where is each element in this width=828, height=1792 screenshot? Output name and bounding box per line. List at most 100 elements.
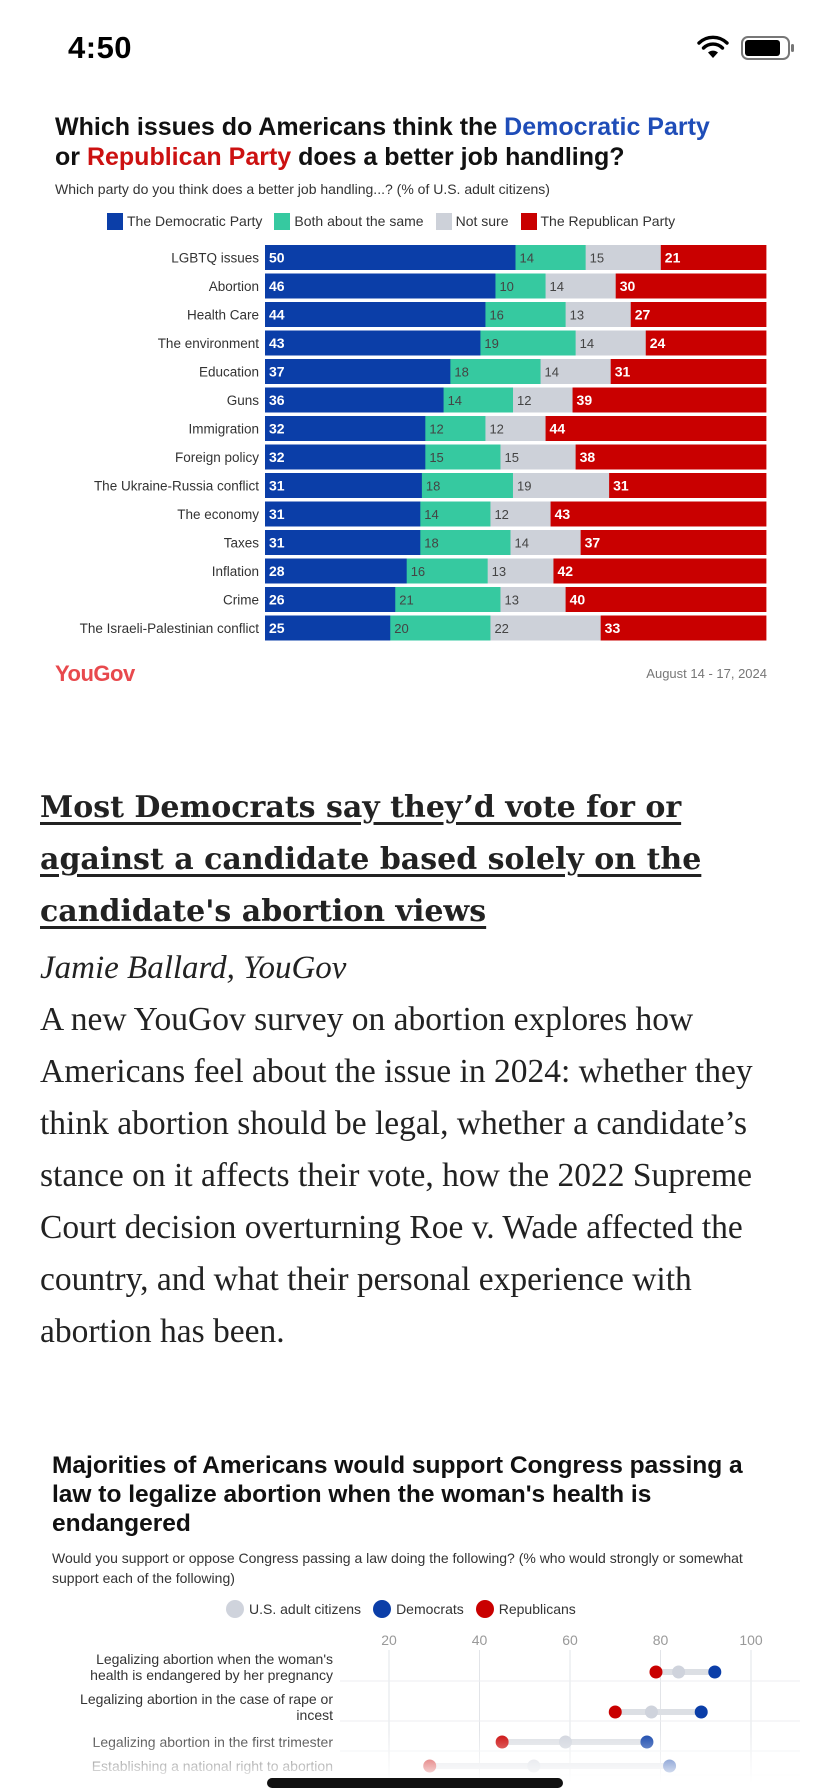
bar-rep-immigration	[545, 416, 767, 441]
category-label-education: Education	[199, 365, 259, 380]
bar-same-taxes	[420, 530, 511, 555]
value-label-same-abortion: 10	[499, 279, 513, 294]
value-label-notsure-taxes: 14	[514, 536, 528, 551]
value-label-same-health-care: 16	[489, 308, 503, 323]
article-body: A new YouGov survey on abortion explores…	[40, 1001, 753, 1350]
value-label-notsure-the-israeli-palestinian-conflict: 22	[494, 621, 508, 636]
value-label-notsure-inflation: 13	[492, 564, 506, 579]
bar-rep-the-economy	[550, 501, 767, 527]
value-label-notsure-foreign-policy: 15	[504, 450, 518, 465]
dot-republicans-establishing-a-national-right-to-abortion	[423, 1759, 437, 1773]
bar-rep-lgbtq-issues	[660, 245, 767, 270]
battery-icon	[741, 36, 794, 60]
value-label-same-immigration: 12	[429, 422, 443, 437]
x-tick-80: 80	[653, 1632, 669, 1648]
legend-democrats: Democrats	[373, 1600, 464, 1618]
bar-same-the-ukraine-russia-conflict	[421, 473, 514, 498]
bar-same-crime	[395, 587, 501, 612]
value-label-rep-inflation: 42	[557, 563, 573, 579]
value-label-dem-health-care: 44	[269, 307, 285, 323]
bar-dem-immigration	[265, 416, 426, 441]
value-label-dem-immigration: 32	[269, 421, 285, 437]
value-label-rep-education: 31	[615, 364, 631, 380]
bar-notsure-guns	[513, 387, 573, 413]
value-label-dem-the-ukraine-russia-conflict: 31	[269, 478, 285, 494]
row-label-legalizing-abortion-in-the-first-trimester-0: Legalizing abortion in the first trimest…	[93, 1734, 334, 1750]
bar-rep-the-israeli-palestinian-conflict	[600, 615, 767, 641]
chart2-title: Majorities of Americans would support Co…	[52, 1452, 743, 1537]
category-label-the-israeli-palestinian-conflict: The Israeli-Palestinian conflict	[80, 621, 260, 636]
value-label-same-taxes: 18	[424, 536, 438, 551]
bar-same-foreign-policy	[425, 444, 501, 470]
bar-rep-the-environment	[645, 330, 767, 356]
value-label-rep-guns: 39	[577, 392, 593, 408]
dot-republicans-legalizing-abortion-in-the-first-trimester	[495, 1735, 509, 1749]
dot-democrats-legalizing-abortion-when-the-woman-s-health-is-endangered-by-her-pregnancy	[708, 1665, 722, 1679]
chart2-dots: 20 40 60 80 100 Legalizing abortion when the …	[80, 1632, 800, 1792]
bar-dem-education	[265, 359, 451, 384]
value-label-dem-abortion: 46	[269, 278, 285, 294]
bar-same-education	[450, 359, 541, 384]
category-label-taxes: Taxes	[224, 536, 260, 551]
value-label-dem-foreign-policy: 32	[269, 449, 285, 465]
value-label-dem-the-israeli-palestinian-conflict: 25	[269, 620, 285, 636]
value-label-dem-guns: 36	[269, 392, 285, 408]
category-label-health-care: Health Care	[187, 308, 259, 323]
x-tick-60: 60	[562, 1632, 578, 1648]
home-indicator[interactable]	[267, 1778, 563, 1788]
value-label-notsure-education: 14	[545, 365, 559, 380]
category-label-lgbtq-issues: LGBTQ issues	[171, 251, 259, 266]
bar-rep-guns	[572, 387, 767, 413]
row-label-legalizing-abortion-when-the-woman-s-health-is-endangered-by-her-pregnancy-1: health is endangered by her pregnancy	[90, 1667, 333, 1683]
dot-us-adults-establishing-a-national-right-to-abortion	[527, 1759, 541, 1773]
dot-democrats-establishing-a-national-right-to-abortion	[663, 1759, 677, 1773]
value-label-same-the-israeli-palestinian-conflict: 20	[394, 621, 408, 636]
legend-both-same: Both about the same	[274, 212, 424, 230]
article-headline-link[interactable]: Most Democrats say they’d vote for or ag…	[40, 790, 702, 929]
bar-same-guns	[443, 387, 514, 413]
value-label-notsure-abortion: 14	[550, 279, 564, 294]
bar-notsure-inflation	[487, 558, 554, 584]
category-label-the-environment: The environment	[158, 336, 260, 351]
value-label-same-guns: 14	[448, 393, 462, 408]
category-label-abortion: Abortion	[209, 279, 259, 294]
bar-same-the-israeli-palestinian-conflict	[390, 615, 491, 641]
category-label-the-economy: The economy	[177, 507, 259, 522]
value-label-rep-the-economy: 43	[555, 506, 571, 522]
bar-rep-abortion	[615, 273, 767, 299]
bar-notsure-the-ukraine-russia-conflict	[512, 473, 610, 498]
bar-dem-health-care	[265, 302, 486, 327]
yougov-logo: YouGov	[55, 661, 135, 686]
bar-notsure-crime	[500, 587, 566, 612]
x-tick-20: 20	[381, 1632, 397, 1648]
chart1-legend: The Democratic Party Both about the same…	[107, 211, 687, 231]
category-label-the-ukraine-russia-conflict: The Ukraine-Russia conflict	[94, 479, 259, 494]
bar-dem-the-environment	[265, 330, 481, 356]
value-label-same-foreign-policy: 15	[429, 450, 443, 465]
value-label-notsure-the-environment: 14	[580, 336, 594, 351]
bar-dem-inflation	[265, 558, 408, 584]
value-label-dem-the-economy: 31	[269, 506, 285, 522]
row-label-legalizing-abortion-in-the-case-of-rape-or-incest-0: Legalizing abortion in the case of rape …	[80, 1691, 333, 1707]
value-label-notsure-health-care: 13	[570, 308, 584, 323]
value-label-rep-the-environment: 24	[650, 335, 666, 351]
value-label-dem-education: 37	[269, 364, 285, 380]
bar-notsure-the-economy	[490, 501, 551, 527]
category-label-immigration: Immigration	[188, 422, 259, 437]
legend-republicans: Republicans	[475, 1600, 576, 1618]
value-label-same-education: 18	[454, 365, 468, 380]
legend-not-sure: Not sure	[435, 212, 509, 230]
dot-us-adults-legalizing-abortion-in-the-first-trimester	[558, 1735, 572, 1749]
dot-us-adults-legalizing-abortion-when-the-woman-s-health-is-endangered-by-her-pregnancy	[672, 1665, 686, 1679]
bar-notsure-the-environment	[575, 330, 647, 356]
value-label-dem-lgbtq-issues: 50	[269, 250, 285, 266]
value-label-notsure-immigration: 12	[489, 422, 503, 437]
bar-rep-health-care	[630, 302, 767, 327]
chart2-legend: U.S. adult citizens Democrats Republican…	[226, 1600, 588, 1618]
value-label-same-inflation: 16	[411, 564, 425, 579]
value-label-dem-taxes: 31	[269, 535, 285, 551]
bar-dem-the-economy	[265, 501, 421, 527]
bar-rep-the-ukraine-russia-conflict	[609, 473, 767, 498]
dot-republicans-legalizing-abortion-when-the-woman-s-health-is-endangered-by-her-pregnancy	[649, 1665, 663, 1679]
category-label-guns: Guns	[227, 393, 260, 408]
